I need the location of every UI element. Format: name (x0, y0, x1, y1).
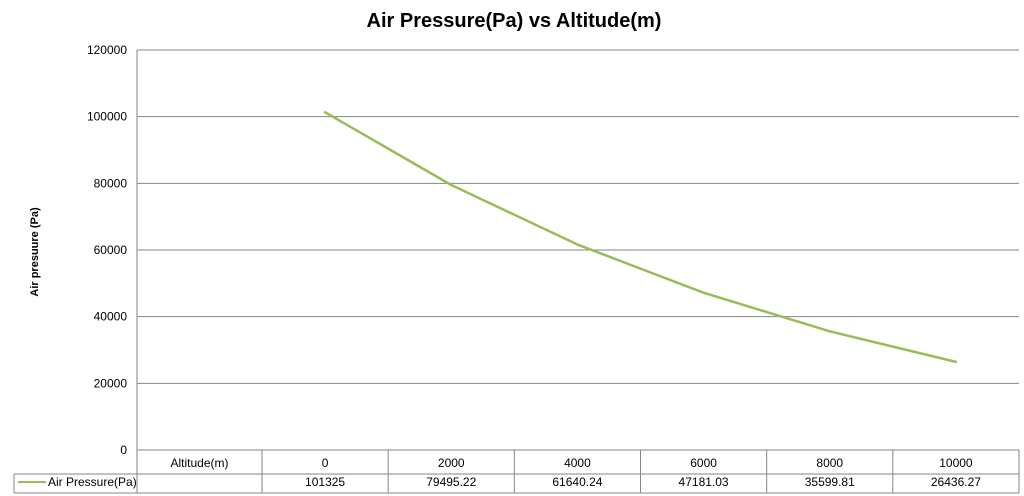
x-tick-label: 0 (322, 456, 329, 470)
y-tick-label: 80000 (94, 176, 128, 190)
data-table-value: 79495.22 (426, 475, 476, 489)
data-table-value: 26436.27 (931, 475, 981, 489)
x-tick-label: 2000 (438, 456, 465, 470)
data-table-value: 61640.24 (552, 475, 602, 489)
series-line (323, 111, 958, 364)
y-axis-label: Air presuure (Pa) (29, 207, 41, 297)
data-table-value: 35599.81 (805, 475, 855, 489)
chart-title: Air Pressure(Pa) vs Altitude(m) (367, 10, 662, 32)
data-table-value: 47181.03 (679, 475, 729, 489)
x-tick-label: 4000 (564, 456, 591, 470)
x-axis-label: Altitude(m) (170, 456, 228, 470)
y-tick-label: 100000 (87, 110, 127, 124)
x-tick-label: 6000 (690, 456, 717, 470)
y-tick-label: 0 (120, 443, 127, 457)
legend-label: Air Pressure(Pa) (48, 475, 137, 489)
y-tick-label: 120000 (87, 43, 127, 57)
data-table-value: 101325 (305, 475, 345, 489)
y-tick-label: 20000 (94, 376, 128, 390)
data-table: Altitude(m) 0 2000 4000 6000 8000 10000 Air Pre… (13, 449, 1020, 494)
series-layer (323, 111, 958, 364)
x-tick-label: 8000 (816, 456, 843, 470)
y-axis-ticks: 0 20000 40000 60000 80000 100000 120000 (87, 43, 127, 457)
y-tick-label: 60000 (94, 243, 128, 257)
gridlines (136, 49, 1019, 451)
y-tick-label: 40000 (94, 310, 128, 324)
x-tick-label: 10000 (939, 456, 973, 470)
